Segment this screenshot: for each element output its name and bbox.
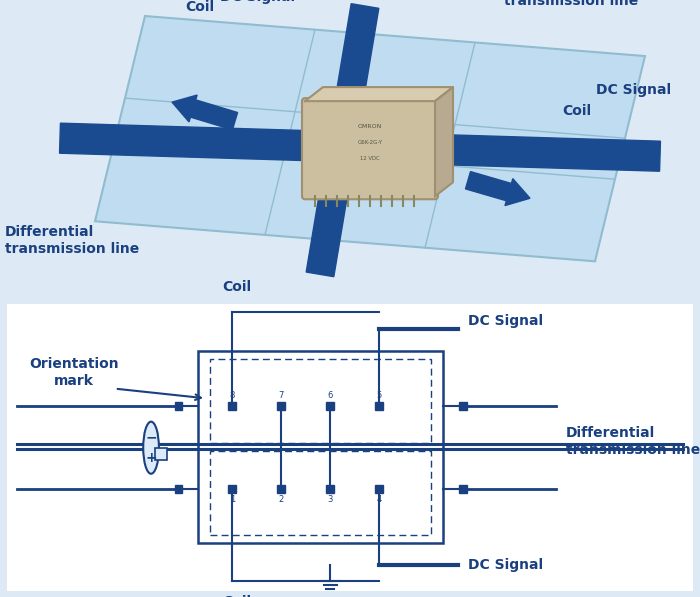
Polygon shape [60,123,660,171]
Text: 2: 2 [279,495,284,504]
Text: 6: 6 [328,392,333,401]
Polygon shape [95,16,645,261]
Polygon shape [305,87,453,101]
Bar [155,448,167,460]
Text: Differential
transmission line: Differential transmission line [504,0,638,8]
Bar [174,402,183,410]
Text: 4: 4 [377,495,382,504]
Text: −: − [145,430,157,445]
Polygon shape [435,87,453,196]
FancyBboxPatch shape [4,301,696,594]
Text: Coil: Coil [562,104,591,118]
Bar [210,451,431,535]
Bar [228,485,237,493]
Bar [458,485,467,493]
Bar [228,402,237,410]
Text: 8: 8 [230,392,235,401]
Text: Differential
transmission line: Differential transmission line [566,426,700,457]
Text: Orientation
mark: Orientation mark [29,357,118,388]
Text: 3: 3 [328,495,333,504]
Bar [458,402,467,410]
Text: 7: 7 [279,392,284,401]
Text: +: + [145,451,157,464]
Polygon shape [306,4,379,276]
Text: DC Signal: DC Signal [468,558,542,572]
Bar [326,402,335,410]
Bar [277,402,286,410]
Text: 1: 1 [230,495,235,504]
Polygon shape [466,171,530,205]
Text: Coil: Coil [223,281,252,294]
Text: DC Signal: DC Signal [468,313,542,328]
Bar [326,485,335,493]
Text: OMRON: OMRON [358,124,382,129]
Text: Coil: Coil [223,595,252,597]
Bar [198,350,443,543]
Text: Coil: Coil [186,0,215,14]
Bar [210,359,431,443]
Text: 5: 5 [377,392,382,401]
Text: Differential
transmission line: Differential transmission line [5,224,139,256]
Bar [174,485,183,493]
Ellipse shape [144,421,159,474]
Bar [375,485,384,493]
Text: G6K-2G-Y: G6K-2G-Y [358,140,382,145]
Text: 12 VDC: 12 VDC [360,156,380,161]
FancyBboxPatch shape [302,98,438,199]
Bar [277,485,286,493]
Text: DC Signal: DC Signal [220,0,295,4]
Polygon shape [172,95,237,130]
Text: DC Signal: DC Signal [596,83,671,97]
Bar [375,402,384,410]
